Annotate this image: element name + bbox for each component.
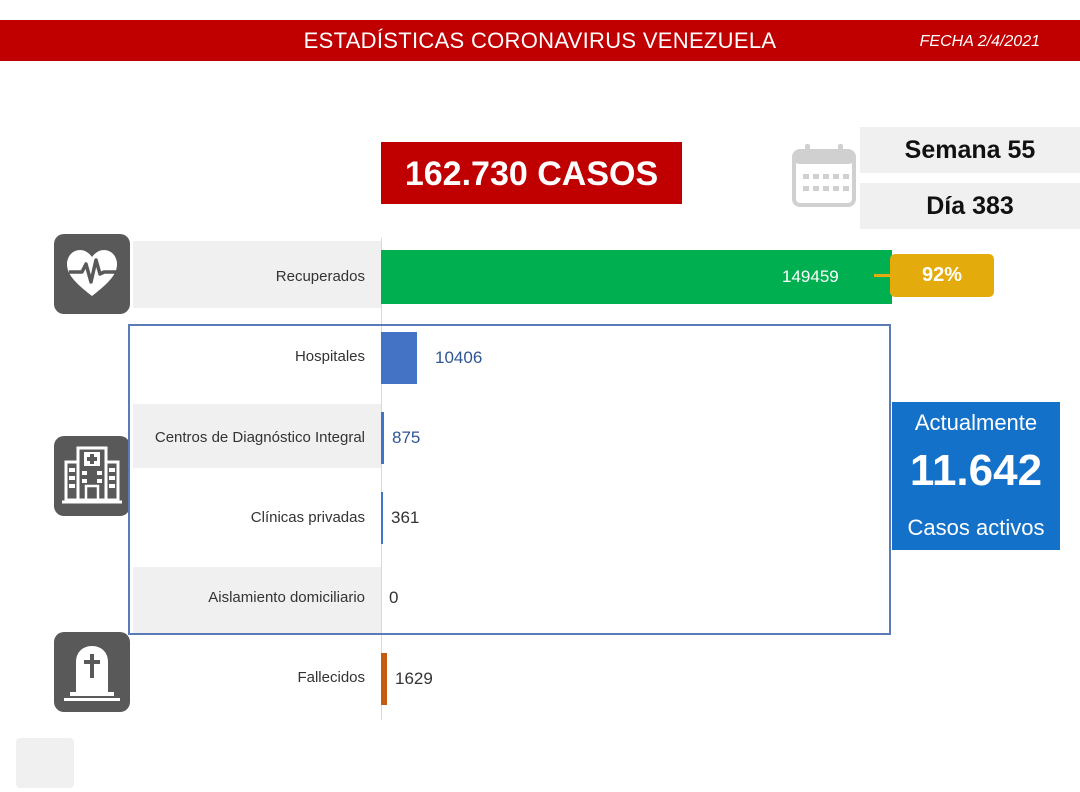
value-label-hospitales: 10406	[435, 348, 483, 367]
active-cases-caption: Casos activos	[907, 515, 1045, 540]
bar-fallecidos	[381, 653, 387, 705]
hospitalization-group-frame	[128, 324, 891, 635]
label-background	[133, 241, 381, 308]
bar-hospitales	[381, 332, 417, 384]
recovered-percentage-badge: 92%	[890, 254, 994, 297]
category-label-aislamiento: Aislamiento domiciliario	[208, 589, 365, 606]
bar-recuperados	[381, 250, 892, 304]
active-cases-title: Actualmente	[914, 410, 1038, 435]
label-background	[133, 404, 381, 468]
tombstone-icon	[54, 632, 130, 712]
week-counter: Semana 55	[860, 127, 1080, 173]
calendar-icon	[790, 141, 858, 209]
badge-connector	[874, 274, 892, 277]
bar-clinicas	[381, 492, 383, 544]
category-label-clinicas: Clínicas privadas	[250, 509, 365, 526]
value-label-cdi: 875	[392, 428, 421, 447]
page-title: ESTADÍSTICAS CORONAVIRUS VENEZUELA	[303, 28, 777, 53]
value-label-clinicas: 361	[391, 508, 420, 527]
category-label-hospitales: Hospitales	[294, 348, 365, 365]
active-cases-number: 11.642	[909, 446, 1043, 495]
chart-axis	[381, 238, 382, 720]
report-date: FECHA 2/4/2021	[919, 33, 1040, 50]
value-label-fallecidos: 1629	[395, 669, 433, 688]
heart-pulse-icon	[54, 234, 130, 314]
active-cases-panel: Actualmente 11.642 Casos activos	[892, 402, 1060, 550]
hospital-building-icon	[54, 436, 130, 516]
label-background	[133, 567, 381, 633]
value-label-recuperados: 149459	[782, 267, 839, 286]
value-label-aislamiento: 0	[389, 588, 399, 607]
bar-cdi	[381, 412, 384, 464]
corner-placeholder	[16, 738, 74, 788]
day-counter: Día 383	[860, 183, 1080, 229]
header-bar: ESTADÍSTICAS CORONAVIRUS VENEZUELA FECHA…	[0, 20, 1080, 61]
category-label-cdi: Centros de Diagnóstico Integral	[154, 429, 365, 446]
category-label-fallecidos: Fallecidos	[297, 669, 365, 686]
total-cases-banner: 162.730 CASOS	[381, 142, 682, 204]
category-label-recuperados: Recuperados	[275, 268, 365, 285]
